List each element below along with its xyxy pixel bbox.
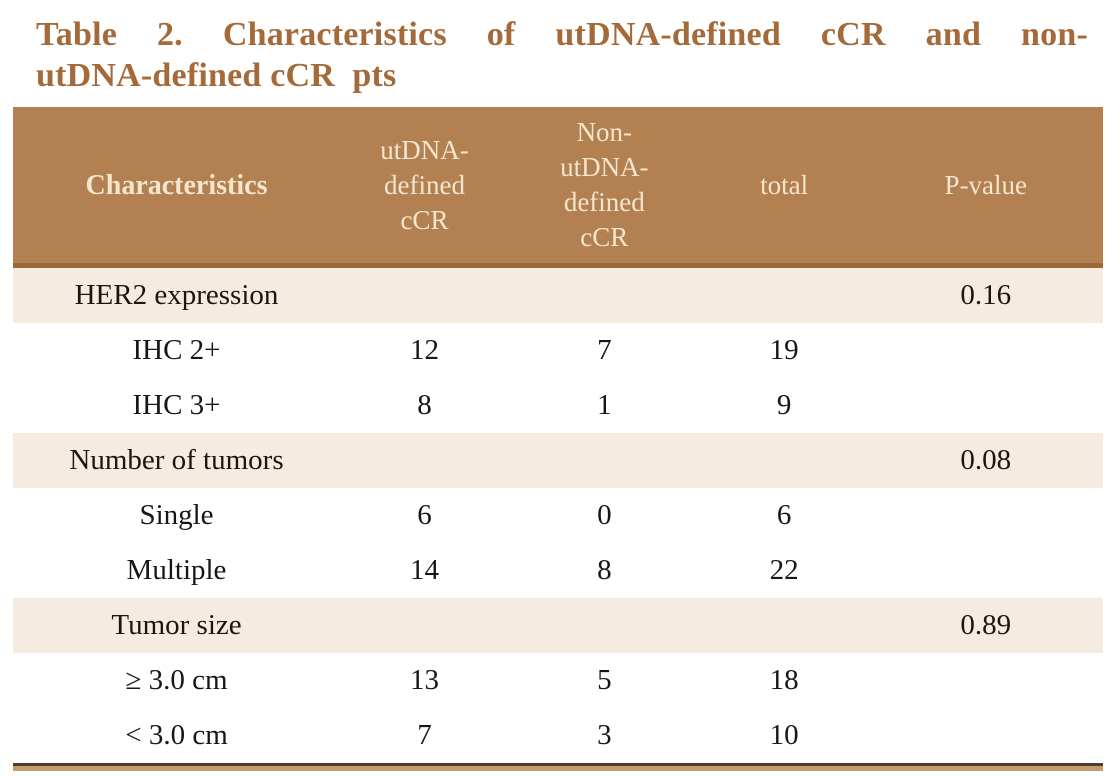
value-p: [869, 653, 1103, 708]
value-total: [700, 268, 869, 323]
table-header-row: Characteristics utDNA- defined cCR Non- …: [13, 107, 1103, 268]
value-non-utdna-ccr: 8: [597, 554, 612, 586]
value-p: 0.16: [960, 279, 1012, 311]
value-p: [869, 543, 1103, 598]
value-utdna-ccr: 12: [409, 334, 439, 366]
value-utdna-ccr: [340, 433, 509, 488]
value-non-utdna-ccr: [509, 598, 700, 653]
value-non-utdna-ccr: 0: [597, 499, 612, 531]
table-row: Tumor size 0.89: [13, 598, 1103, 653]
value-total: [700, 598, 869, 653]
value-non-utdna-ccr: 1: [597, 389, 612, 421]
row-label: HER2 expression: [74, 279, 279, 311]
table-bottom-border-tan: [13, 766, 1103, 771]
value-non-utdna-ccr: [509, 433, 700, 488]
value-utdna-ccr: 6: [417, 499, 432, 531]
row-label: Number of tumors: [69, 444, 284, 476]
value-non-utdna-ccr: 5: [597, 664, 612, 696]
table-bottom-border-dark: [13, 763, 1103, 766]
value-p: 0.89: [960, 609, 1012, 641]
value-utdna-ccr: 7: [417, 719, 432, 751]
value-utdna-ccr: 13: [409, 664, 439, 696]
header-total: total: [760, 169, 809, 200]
header-utdna-defined-ccr: utDNA- defined cCR: [380, 134, 469, 235]
value-p: [869, 488, 1103, 543]
value-utdna-ccr: 14: [409, 554, 439, 586]
table-row: < 3.0 cm 7 3 10: [13, 708, 1103, 763]
row-label: ≥ 3.0 cm: [125, 664, 228, 696]
table-title-line1: Table 2. Characteristics of utDNA-define…: [36, 16, 1088, 53]
value-total: [700, 433, 869, 488]
value-total: 19: [769, 334, 799, 366]
table-title-line2: utDNA-defined cCR pts: [36, 57, 397, 94]
table-row: ≥ 3.0 cm 13 5 18: [13, 653, 1103, 708]
table-row: Number of tumors 0.08: [13, 433, 1103, 488]
row-label: Multiple: [126, 554, 227, 586]
table-row: IHC 2+ 12 7 19: [13, 323, 1103, 378]
table-row: Single 6 0 6: [13, 488, 1103, 543]
row-label: Single: [139, 499, 214, 531]
value-p: 0.08: [960, 444, 1012, 476]
value-p: [869, 323, 1103, 378]
value-non-utdna-ccr: [509, 268, 700, 323]
value-utdna-ccr: 8: [417, 389, 432, 421]
row-label: IHC 3+: [132, 389, 221, 421]
table-row: Multiple 14 8 22: [13, 543, 1103, 598]
value-total: 9: [776, 389, 792, 421]
header-non-utdna-defined-ccr: Non- utDNA- defined cCR: [560, 117, 649, 252]
value-utdna-ccr: [340, 598, 509, 653]
row-label: IHC 2+: [132, 334, 221, 366]
value-total: 10: [769, 719, 799, 751]
value-non-utdna-ccr: 3: [597, 719, 612, 751]
value-p: [869, 708, 1103, 763]
table-row: HER2 expression 0.16: [13, 268, 1103, 323]
value-total: 6: [776, 499, 792, 531]
value-utdna-ccr: [340, 268, 509, 323]
table-row: IHC 3+ 8 1 9: [13, 378, 1103, 433]
row-label: Tumor size: [111, 609, 242, 641]
value-total: 18: [769, 664, 799, 696]
header-p-value: P-value: [944, 169, 1028, 200]
table-title: Table 2. Characteristics of utDNA-define…: [36, 14, 1088, 96]
characteristics-table: Characteristics utDNA- defined cCR Non- …: [13, 107, 1103, 771]
value-total: 22: [769, 554, 799, 586]
row-label: < 3.0 cm: [125, 719, 228, 751]
value-p: [869, 378, 1103, 433]
value-non-utdna-ccr: 7: [597, 334, 612, 366]
header-characteristics: Characteristics: [85, 169, 268, 201]
